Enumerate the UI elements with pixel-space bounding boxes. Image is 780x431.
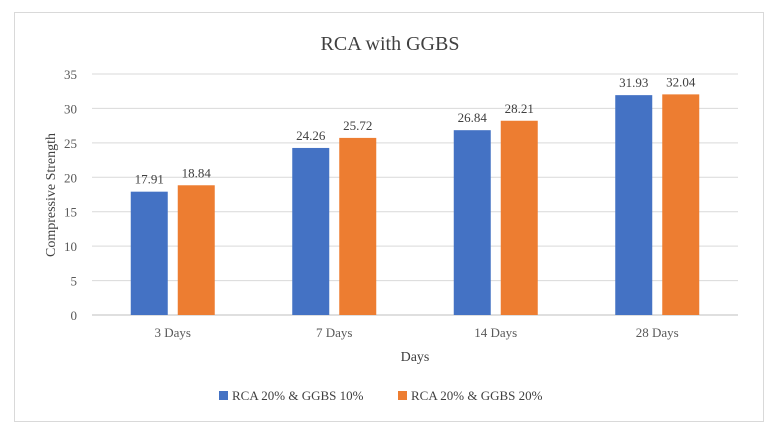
data-label: 24.26: [296, 128, 326, 143]
bar: [339, 137, 377, 315]
data-label: 28.21: [505, 101, 534, 116]
data-labels: 17.91 18.84 24.26 25.72 26.84 28.21 31.93 32.04: [135, 74, 696, 186]
bar: [615, 95, 653, 315]
data-label: 26.84: [458, 110, 488, 125]
chart-title: RCA with GGBS: [321, 33, 460, 55]
bars: [130, 94, 700, 315]
y-tick-label: 20: [64, 170, 77, 185]
y-tick-label: 15: [64, 205, 77, 220]
data-label: 31.93: [619, 75, 648, 90]
y-tick-label: 10: [64, 239, 77, 254]
y-tick-label: 5: [71, 274, 78, 289]
bar: [453, 130, 491, 315]
x-tick-label: 14 Days: [474, 325, 517, 340]
legend-swatch: [219, 391, 228, 400]
data-label: 17.91: [135, 172, 164, 187]
y-axis-ticks: 0 5 10 15 20 25 30 35: [64, 67, 77, 323]
x-axis-ticks: 3 Days 7 Days 14 Days 28 Days: [155, 325, 679, 340]
y-tick-label: 25: [64, 136, 77, 151]
y-tick-label: 0: [71, 308, 78, 323]
y-tick-label: 35: [64, 67, 77, 82]
y-tick-label: 30: [64, 101, 77, 116]
legend-entry: RCA 20% & GGBS 20%: [411, 388, 543, 403]
x-tick-label: 7 Days: [316, 325, 352, 340]
legend: RCA 20% & GGBS 10% RCA 20% & GGBS 20%: [219, 388, 543, 403]
data-label: 32.04: [666, 74, 696, 89]
data-label: 25.72: [343, 118, 372, 133]
legend-swatch: [398, 391, 407, 400]
x-tick-label: 3 Days: [155, 325, 191, 340]
bar: [292, 147, 330, 315]
data-label: 18.84: [182, 165, 212, 180]
bar: [177, 185, 215, 315]
bar: [662, 94, 700, 315]
y-axis-label: Compressive Strength: [44, 133, 59, 257]
x-tick-label: 28 Days: [636, 325, 679, 340]
bar: [130, 191, 168, 315]
legend-entry: RCA 20% & GGBS 10%: [232, 388, 364, 403]
x-axis-label: Days: [401, 350, 430, 365]
bar: [500, 120, 538, 315]
